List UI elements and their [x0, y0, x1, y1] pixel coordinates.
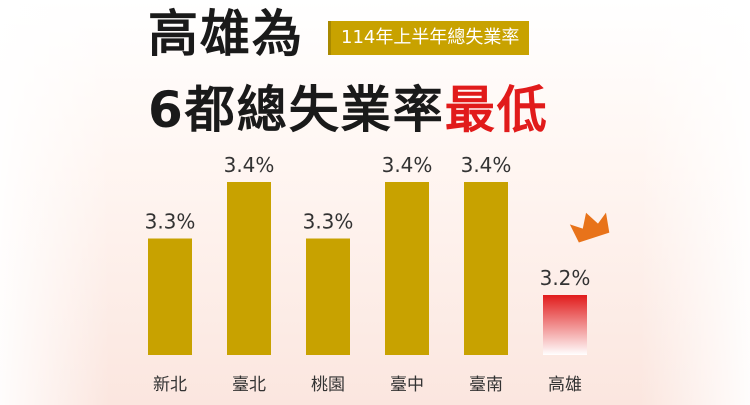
value-label: 3.3% [303, 210, 354, 234]
background-fade-left [0, 0, 110, 405]
bar-4 [385, 182, 429, 355]
value-label: 3.4% [461, 153, 512, 177]
bar-6 [543, 295, 587, 355]
category-label: 高雄 [548, 375, 582, 395]
background-fade-right [640, 0, 750, 405]
bar-5 [464, 182, 508, 355]
bar-2 [227, 182, 271, 355]
period-badge: 114年上半年總失業率 [328, 21, 530, 55]
value-label: 3.3% [145, 210, 196, 234]
crown-icon [569, 212, 610, 243]
bar-1 [148, 238, 192, 355]
headline-line-2: 6都總失業率最低 [148, 78, 549, 142]
category-label: 臺南 [469, 375, 503, 395]
value-label: 3.2% [540, 266, 591, 290]
value-label: 3.4% [224, 153, 275, 177]
headline-main-text: 6都總失業率 [148, 81, 445, 139]
category-label: 新北 [153, 375, 187, 395]
headline-highlight-text: 最低 [444, 81, 549, 139]
headline-line-1: 高雄為 [148, 5, 304, 63]
category-label: 桃園 [311, 375, 345, 395]
category-label: 臺中 [390, 375, 424, 395]
category-label: 臺北 [232, 375, 266, 395]
bar-3 [306, 238, 350, 355]
value-label: 3.4% [382, 153, 433, 177]
